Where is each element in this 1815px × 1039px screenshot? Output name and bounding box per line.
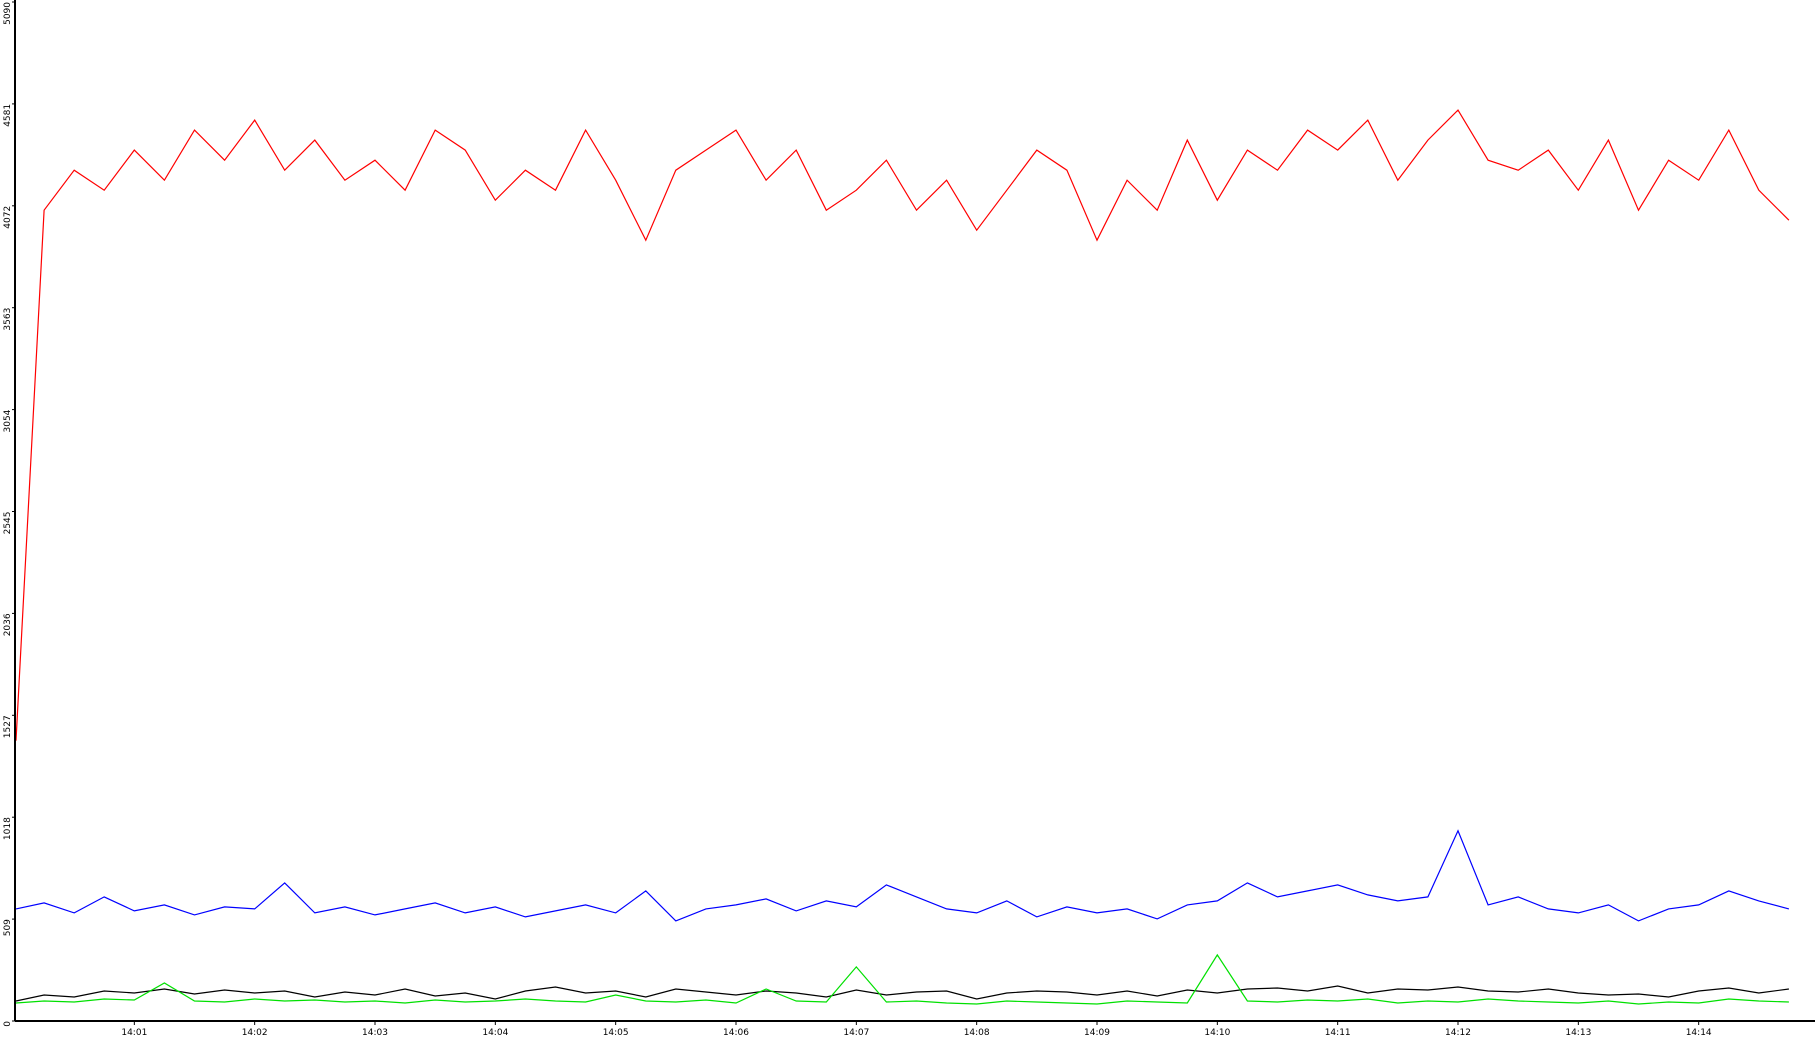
y-tick-label: 1527 <box>3 715 13 738</box>
series-line <box>15 953 1789 1005</box>
x-tick-label: 14:11 <box>1325 1028 1351 1038</box>
y-tick-label: 3563 <box>3 308 13 331</box>
series-line <box>15 829 1790 922</box>
y-tick-label: 4072 <box>3 206 13 229</box>
y-tick-label: 0 <box>3 1021 13 1027</box>
y-tick-label: 5090 <box>3 2 13 25</box>
x-tick-label: 14:13 <box>1565 1028 1591 1038</box>
x-tick-label: 14:04 <box>482 1028 508 1038</box>
x-tick-label: 14:10 <box>1204 1028 1230 1038</box>
series-line <box>15 109 1790 741</box>
x-tick-label: 14:07 <box>843 1028 869 1038</box>
x-tick-label: 14:03 <box>362 1028 388 1038</box>
x-tick-label: 14:01 <box>121 1028 147 1038</box>
x-tick-label: 14:14 <box>1686 1028 1712 1038</box>
y-tick-label: 509 <box>3 919 13 936</box>
y-tick-label: 2545 <box>3 512 13 535</box>
x-tick-label: 14:08 <box>964 1028 990 1038</box>
y-tick-label: 4581 <box>3 104 13 127</box>
x-tick-label: 14:06 <box>723 1028 749 1038</box>
series-line <box>15 985 1789 1002</box>
x-tick-label: 14:05 <box>603 1028 629 1038</box>
x-tick-label: 14:02 <box>242 1028 268 1038</box>
y-tick-label: 2036 <box>3 613 13 636</box>
x-tick-label: 14:12 <box>1445 1028 1471 1038</box>
x-tick-label: 14:09 <box>1084 1028 1110 1038</box>
y-tick-label: 1018 <box>3 817 13 840</box>
y-tick-label: 3054 <box>3 409 13 432</box>
